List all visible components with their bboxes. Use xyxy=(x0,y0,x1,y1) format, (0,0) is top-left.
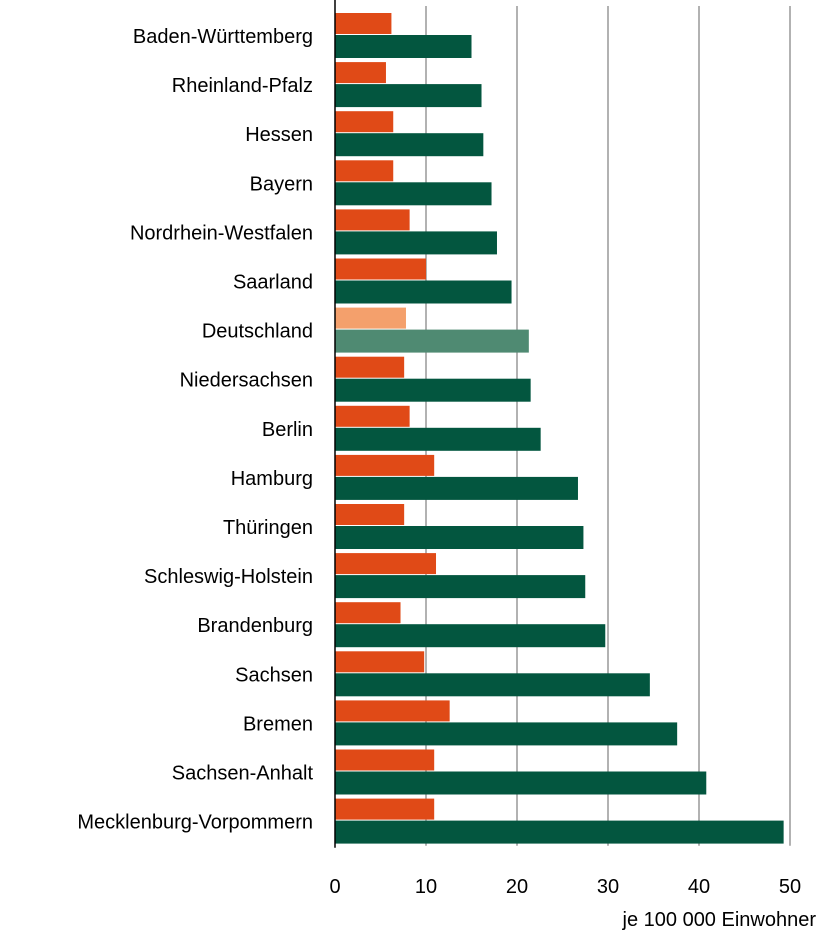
bars xyxy=(335,13,784,844)
bar-series1-4 xyxy=(335,209,410,231)
bar-series2-7 xyxy=(335,378,531,402)
bar-series1-2 xyxy=(335,111,394,133)
bar-series2-11 xyxy=(335,575,586,599)
category-label-12: Brandenburg xyxy=(197,615,313,637)
bar-series1-9 xyxy=(335,454,435,476)
category-label-0: Baden-Württemberg xyxy=(133,26,313,48)
bar-series2-0 xyxy=(335,35,472,58)
bar-series1-11 xyxy=(335,553,437,575)
bar-series2-12 xyxy=(335,624,606,648)
category-label-1: Rheinland-Pfalz xyxy=(172,75,313,97)
category-label-11: Schleswig-Holstein xyxy=(144,566,313,588)
bar-series1-16 xyxy=(335,798,435,820)
category-label-13: Sachsen xyxy=(235,664,313,686)
category-label-16: Mecklenburg-Vorpommern xyxy=(77,812,313,834)
bar-series2-16 xyxy=(335,820,784,844)
bar-series1-6 xyxy=(335,307,406,329)
category-label-4: Nordrhein-Westfalen xyxy=(130,222,313,244)
category-label-14: Bremen xyxy=(243,713,313,735)
bar-series1-5 xyxy=(335,258,426,280)
bar-series2-1 xyxy=(335,84,482,108)
bar-series1-0 xyxy=(335,13,392,34)
category-label-10: Thüringen xyxy=(223,517,313,539)
bar-series2-13 xyxy=(335,673,650,697)
category-label-6: Deutschland xyxy=(202,321,313,343)
bar-series2-2 xyxy=(335,133,484,157)
x-tick-label-30: 30 xyxy=(597,876,619,898)
x-axis-label: je 100 000 Einwohner xyxy=(622,909,817,931)
tick-labels: 0 10 20 30 40 50 xyxy=(329,876,801,898)
category-label-8: Berlin xyxy=(262,419,313,441)
x-tick-label-0: 0 xyxy=(329,876,340,898)
bar-series1-15 xyxy=(335,749,435,771)
category-label-15: Sachsen-Anhalt xyxy=(172,763,314,785)
bar-series2-9 xyxy=(335,476,578,500)
bar-series2-3 xyxy=(335,182,492,206)
bar-series1-14 xyxy=(335,700,450,722)
bar-series1-3 xyxy=(335,160,394,182)
x-tick-label-50: 50 xyxy=(779,876,801,898)
bar-series1-1 xyxy=(335,62,386,84)
category-label-2: Hessen xyxy=(245,124,313,146)
category-label-3: Bayern xyxy=(250,173,313,195)
x-tick-label-20: 20 xyxy=(506,876,528,898)
bar-series2-14 xyxy=(335,722,678,746)
bar-series2-15 xyxy=(335,771,707,795)
x-tick-label-40: 40 xyxy=(688,876,710,898)
bar-series1-12 xyxy=(335,602,401,624)
bar-series1-13 xyxy=(335,651,425,673)
bar-series2-10 xyxy=(335,526,584,549)
gridlines xyxy=(425,6,791,846)
category-labels: Baden-Württemberg Rheinland-Pfalz Hessen Ba… xyxy=(77,26,313,834)
bar-series2-4 xyxy=(335,231,497,255)
category-label-9: Hamburg xyxy=(231,468,313,490)
x-tick-label-10: 10 xyxy=(415,876,437,898)
bar-series2-8 xyxy=(335,427,541,451)
bar-series2-6 xyxy=(335,329,529,353)
bar-series1-10 xyxy=(335,504,405,525)
bar-series2-5 xyxy=(335,280,512,304)
bar-series1-7 xyxy=(335,356,405,378)
category-label-7: Niedersachsen xyxy=(180,370,313,392)
category-label-5: Saarland xyxy=(233,272,313,294)
bar-series1-8 xyxy=(335,405,410,427)
